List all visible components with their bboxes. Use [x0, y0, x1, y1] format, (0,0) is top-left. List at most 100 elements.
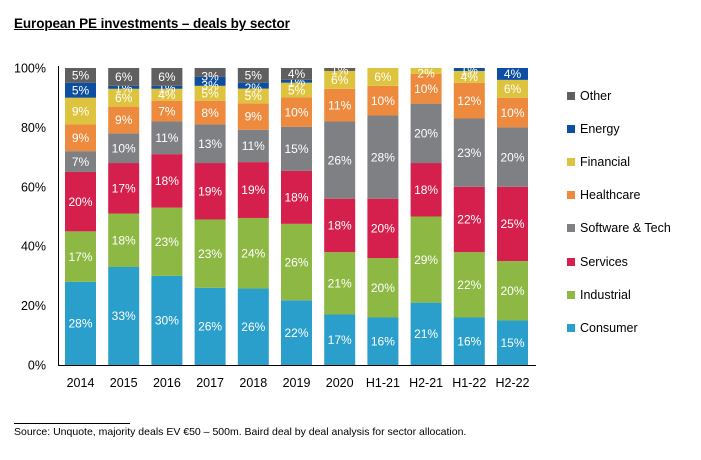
data-label: 20% — [371, 281, 395, 295]
bar-segment-financial-2014 — [65, 97, 96, 125]
data-label: 11% — [155, 131, 178, 145]
legend-item-software-and-tech: Software & Tech — [567, 220, 671, 236]
bar-segment-other-2017 — [194, 68, 226, 77]
legend-item-healthcare: Healthcare — [567, 187, 640, 203]
legend-swatch — [567, 191, 575, 200]
legend-swatch — [567, 92, 575, 100]
data-label: 26% — [198, 320, 222, 334]
legend-label: Services — [580, 254, 628, 269]
bar-segment-software-and-tech-2020 — [324, 121, 356, 199]
bar-segment-software-and-tech-2014 — [65, 151, 96, 172]
data-label: 2% — [245, 81, 263, 95]
data-label: 10% — [414, 82, 438, 96]
data-label: 13% — [198, 137, 222, 151]
legend-swatch — [567, 158, 575, 167]
bar-segment-services-2019 — [281, 170, 312, 224]
data-label: 4% — [288, 67, 306, 81]
bar-segment-healthcare-h1-21 — [367, 85, 399, 116]
bar-segment-software-and-tech-2016 — [151, 121, 183, 155]
legend-label: Financial — [580, 155, 631, 170]
bar-segment-industrial-2017 — [194, 219, 226, 288]
x-tick-label: H1-22 — [452, 376, 486, 390]
data-label: 19% — [241, 183, 265, 197]
bar-segment-services-h1-21 — [367, 198, 399, 259]
data-label: 18% — [328, 219, 352, 233]
bar-segment-consumer-2019 — [281, 300, 312, 365]
bar-segment-software-and-tech-h2-21 — [410, 103, 442, 164]
data-label: 19% — [198, 184, 222, 198]
x-tick-label: 2020 — [326, 376, 354, 390]
data-label: 26% — [241, 320, 265, 334]
data-label: 26% — [284, 255, 308, 269]
bar-segment-consumer-h2-21 — [410, 302, 442, 365]
bar-segment-industrial-2015 — [108, 213, 140, 267]
bar-segment-financial-h1-22 — [453, 70, 485, 83]
data-label: 10% — [500, 106, 524, 120]
data-label: 28% — [68, 317, 92, 331]
data-label: 3% — [201, 69, 219, 83]
bar-segment-energy-2017 — [194, 76, 226, 86]
data-label: 20% — [414, 127, 438, 141]
legend-label: Energy — [580, 122, 620, 137]
data-label: 9% — [115, 113, 133, 127]
data-label: 18% — [284, 191, 308, 205]
data-label: 9% — [245, 110, 263, 124]
chart-title: European PE investments – deals by secto… — [14, 16, 290, 31]
x-tick-label: H1-21 — [366, 376, 400, 390]
bar-segment-healthcare-h2-22 — [497, 97, 528, 128]
data-label: 5% — [72, 83, 90, 97]
bar-segment-industrial-h1-22 — [453, 252, 485, 318]
bar-segment-services-h1-22 — [453, 186, 485, 253]
bar-segment-industrial-2016 — [151, 207, 183, 276]
data-label: 15% — [284, 142, 308, 156]
bar-segment-consumer-2020 — [324, 314, 356, 365]
data-label: 4% — [504, 67, 522, 81]
bar-segment-services-2020 — [324, 198, 356, 253]
bar-segment-other-2016 — [151, 68, 183, 86]
bar-segment-consumer-2014 — [65, 281, 96, 365]
legend-swatch — [567, 125, 575, 134]
data-label: 16% — [457, 334, 481, 348]
data-label: 23% — [155, 235, 179, 249]
legend-swatch — [567, 290, 575, 299]
data-label: 9% — [72, 131, 90, 145]
bar-segment-financial-2017 — [194, 85, 226, 101]
data-label: 21% — [328, 277, 352, 291]
legend-swatch — [567, 257, 575, 266]
bar-segment-healthcare-2016 — [151, 100, 183, 122]
bar-segment-healthcare-h2-21 — [410, 73, 442, 104]
bar-segment-consumer-2015 — [108, 266, 140, 365]
bar-segment-financial-2015 — [108, 88, 140, 107]
data-label: 2% — [417, 66, 435, 80]
bar-segment-software-and-tech-2018 — [237, 129, 269, 163]
data-label: 4% — [461, 70, 479, 84]
data-label: 21% — [414, 327, 438, 341]
x-tick-label: 2014 — [67, 376, 95, 390]
legend-label: Software & Tech — [580, 221, 671, 236]
legend-label: Other — [580, 89, 612, 103]
data-label: 6% — [374, 70, 392, 84]
legend-item-energy: Energy — [567, 121, 620, 137]
bar-segment-healthcare-2020 — [324, 88, 356, 122]
bars-group: 28%17%20%7%9%9%5%5%33%18%17%10%9%6%1%6%3… — [65, 63, 528, 365]
bar-segment-industrial-h2-21 — [410, 216, 442, 303]
legend-item-services: Services — [567, 254, 628, 270]
bar-segment-services-h2-22 — [497, 186, 528, 262]
bar-segment-healthcare-2018 — [237, 103, 269, 130]
bar-segment-healthcare-2015 — [108, 106, 140, 134]
data-label: 26% — [328, 153, 352, 167]
bar-segment-other-2014 — [65, 68, 96, 83]
data-label: 29% — [414, 253, 438, 267]
bar-segment-energy-2018 — [237, 82, 269, 89]
data-label: 8% — [201, 106, 219, 120]
legend-swatch — [567, 323, 575, 332]
bar-segment-software-and-tech-2015 — [108, 133, 140, 164]
bar-segment-financial-h2-21 — [410, 68, 442, 74]
data-label: 6% — [115, 70, 133, 84]
bar-segment-software-and-tech-h1-21 — [367, 115, 399, 199]
data-label: 25% — [500, 217, 524, 231]
bar-segment-energy-h1-22 — [453, 68, 485, 71]
data-label: 5% — [245, 89, 263, 103]
data-label: 3% — [201, 78, 219, 92]
data-label: 17% — [68, 250, 92, 264]
